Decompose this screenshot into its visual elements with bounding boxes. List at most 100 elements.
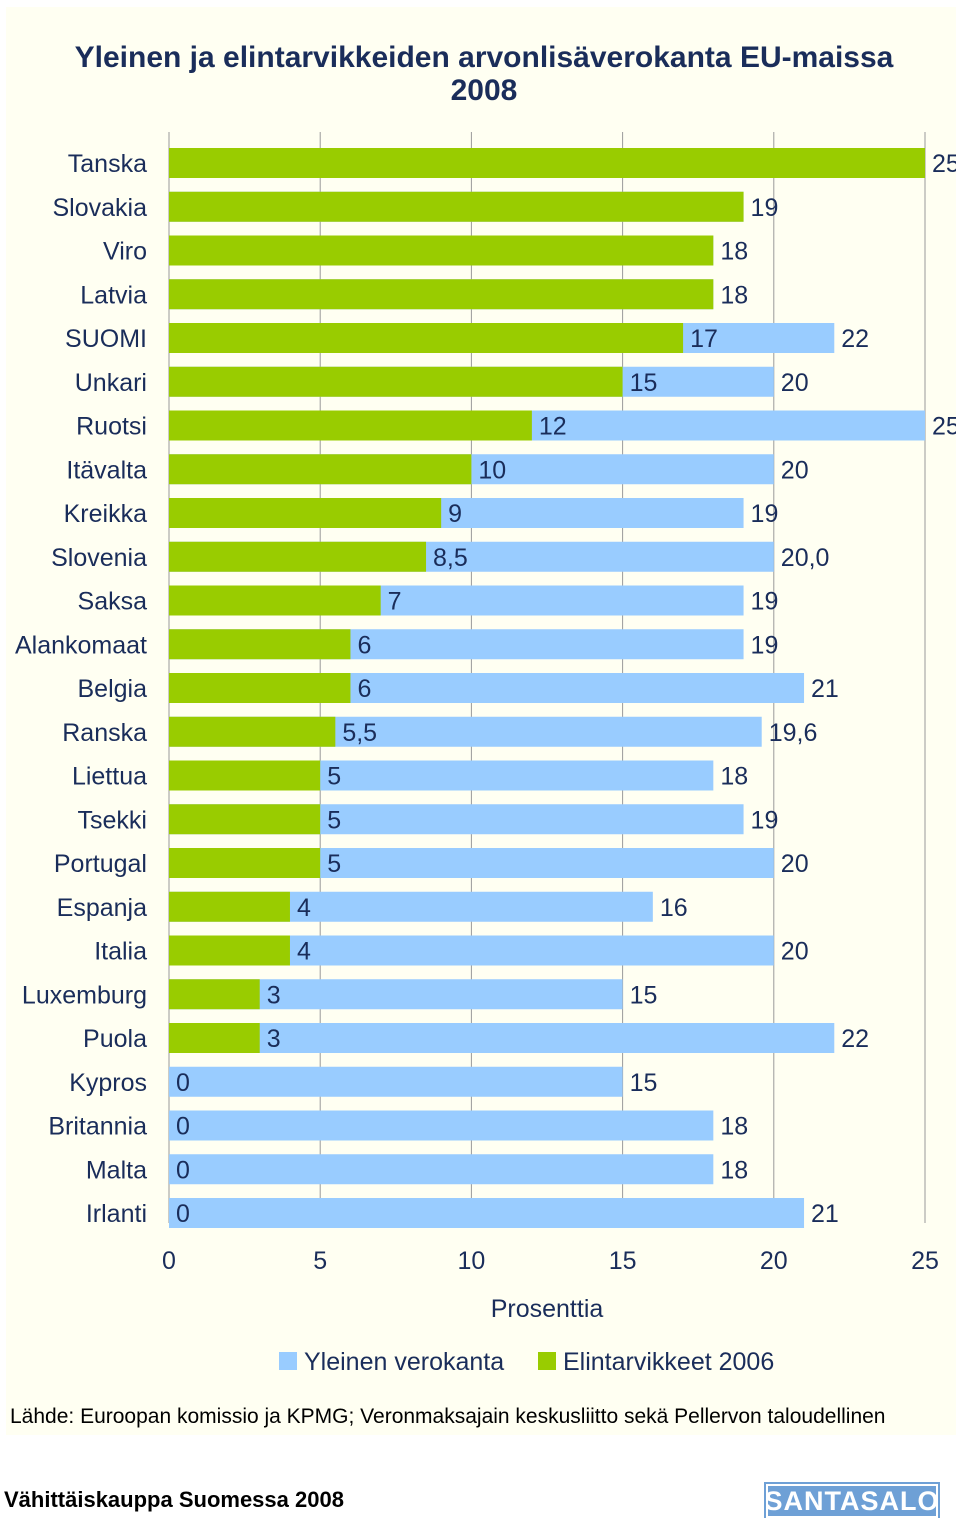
x-tick-label: 15 [609, 1247, 637, 1275]
chart-panel: Yleinen ja elintarvikkeiden arvonlisäver… [6, 7, 956, 1435]
value-label-food: 17 [690, 325, 718, 353]
bar-food-espanja [169, 891, 290, 922]
bar-food-viro [169, 235, 714, 266]
bar-food-belgia [169, 673, 351, 703]
value-label-food: 10 [478, 456, 506, 484]
source-note: Lähde: Euroopan komissio ja KPMG; Veronm… [10, 1405, 885, 1428]
value-label-general: 22 [841, 325, 869, 353]
category-label: Viro [103, 238, 147, 266]
bar-food-itävalta [169, 454, 472, 485]
value-label-food: 4 [297, 938, 311, 966]
value-label-food: 8,5 [433, 544, 468, 572]
bar-food-slovenia [169, 541, 427, 572]
value-label-general: 19,6 [769, 719, 818, 747]
category-label: Unkari [75, 369, 147, 397]
value-label-general: 22 [841, 1025, 869, 1053]
value-label-food: 0 [176, 1113, 190, 1141]
bar-general-puola [169, 1023, 835, 1053]
value-label-food: 0 [176, 1069, 190, 1097]
x-tick-label: 0 [162, 1247, 176, 1275]
value-label-food: 5,5 [342, 719, 377, 747]
value-label-general: 20 [781, 456, 809, 484]
chart-title: Yleinen ja elintarvikkeiden arvonlisäver… [75, 41, 894, 74]
x-tick-label: 25 [911, 1247, 939, 1275]
category-label: Saksa [78, 588, 148, 616]
value-label-food: 19 [751, 194, 779, 222]
category-label: Italia [94, 938, 147, 966]
value-label-general: 21 [811, 675, 839, 703]
bar-food-tsekki [169, 804, 321, 835]
category-label: Irlanti [86, 1200, 147, 1228]
bar-general-britannia [169, 1110, 714, 1141]
category-label: Malta [86, 1156, 147, 1184]
bar-general-irlanti [169, 1198, 805, 1228]
bar-food-unkari [169, 366, 623, 397]
category-label: Britannia [48, 1113, 147, 1141]
value-label-general: 20 [781, 938, 809, 966]
category-label: Belgia [78, 675, 148, 703]
category-label: SUOMI [65, 325, 147, 353]
category-label: Luxemburg [22, 981, 147, 1009]
x-tick-label: 20 [760, 1247, 788, 1275]
value-label-general: 15 [630, 1069, 658, 1097]
bar-food-alankomaat [169, 629, 351, 660]
category-label: Espanja [57, 894, 147, 922]
value-label-general: 18 [720, 1113, 748, 1141]
value-label-food: 0 [176, 1156, 190, 1184]
bar-general-kypros [169, 1066, 623, 1097]
value-label-general: 21 [811, 1200, 839, 1228]
bar-general-malta [169, 1154, 714, 1185]
bar-food-ruotsi [169, 410, 532, 441]
x-tick-label: 10 [457, 1247, 485, 1275]
santasalo-logo: SANTASALO [764, 1482, 940, 1518]
legend-swatch-food [538, 1352, 556, 1370]
value-label-food: 7 [388, 588, 402, 616]
value-label-general: 19 [751, 631, 779, 659]
category-label: Portugal [54, 850, 147, 878]
category-label: Itävalta [66, 456, 147, 484]
value-label-general: 18 [720, 763, 748, 791]
bar-food-latvia [169, 279, 714, 310]
bar-chart: Yleinen ja elintarvikkeiden arvonlisäver… [10, 41, 956, 1428]
bar-food-slovakia [169, 191, 744, 222]
value-label-food: 0 [176, 1200, 190, 1228]
footer-publication-title: Vähittäiskauppa Suomessa 2008 [4, 1487, 344, 1512]
bar-food-suomi [169, 323, 684, 353]
x-tick-label: 5 [313, 1247, 327, 1275]
value-label-food: 6 [357, 631, 371, 659]
bar-food-saksa [169, 585, 381, 616]
value-label-food: 6 [357, 675, 371, 703]
value-label-general: 25 [932, 413, 956, 441]
category-label: Latvia [80, 281, 147, 309]
category-label: Puola [83, 1025, 147, 1053]
value-label-general: 15 [630, 981, 658, 1009]
value-label-food: 15 [630, 369, 658, 397]
bar-food-tanska [169, 148, 925, 178]
bar-food-kreikka [169, 498, 442, 528]
value-label-food: 12 [539, 413, 567, 441]
category-label: Kreikka [64, 500, 147, 528]
category-label: Tanska [68, 150, 147, 178]
category-labels: Tanska Slovakia Viro Latvia SUOMI Unkari Ruots… [15, 150, 147, 1228]
bar-food-ranska [169, 716, 336, 747]
category-label: Kypros [69, 1069, 147, 1097]
value-label-general: 19 [751, 588, 779, 616]
value-label-general: 20,0 [781, 544, 830, 572]
category-label: Ranska [62, 719, 147, 747]
category-label: Slovenia [51, 544, 147, 572]
value-label-food: 5 [327, 806, 341, 834]
category-label: Slovakia [53, 194, 148, 222]
value-label-general: 20 [781, 850, 809, 878]
bar-food-italia [169, 935, 290, 966]
value-label-general: 19 [751, 806, 779, 834]
value-label-general: 18 [720, 1156, 748, 1184]
legend-label-food: Elintarvikkeet 2006 [563, 1348, 774, 1376]
bar-food-puola [169, 1023, 260, 1053]
value-label-food: 5 [327, 850, 341, 878]
legend: Yleinen verokanta Elintarvikkeet 2006 [279, 1348, 774, 1376]
value-label-food: 3 [267, 981, 281, 1009]
chart-title-year: 2008 [451, 74, 518, 107]
value-label-food: 3 [267, 1025, 281, 1053]
bar-food-portugal [169, 848, 321, 878]
